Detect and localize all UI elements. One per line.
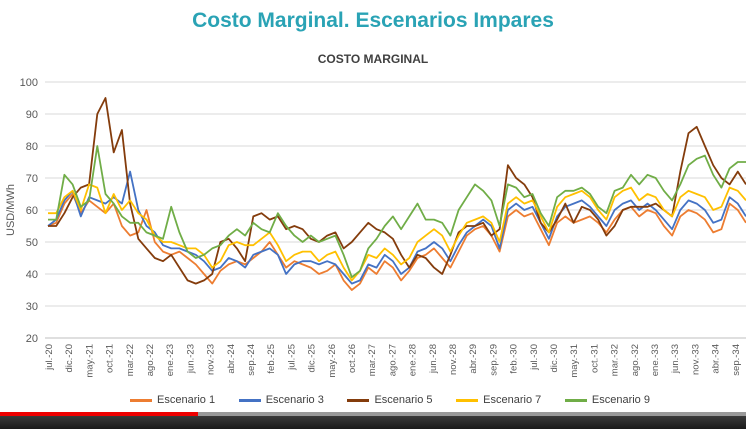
video-controls-bar: [0, 416, 746, 429]
chart-title: COSTO MARGINAL: [317, 52, 429, 66]
x-tick-label: abr.-29: [468, 344, 479, 374]
series-line-escenario-7: [48, 183, 746, 282]
x-tick-label: jun.-28: [428, 344, 439, 374]
legend-swatch: [456, 398, 479, 402]
x-tick-label: oct.-26: [347, 344, 358, 373]
y-tick-label: 50: [26, 237, 38, 249]
x-tick-label: may.-21: [84, 344, 95, 378]
x-tick-label: sep.-34: [731, 344, 742, 376]
legend-item-escenario-3: Escenario 3: [238, 394, 324, 406]
y-tick-label: 60: [26, 205, 38, 217]
legend-swatch: [238, 398, 261, 402]
series-line-escenario-9: [48, 145, 746, 279]
x-tick-label: nov.-23: [206, 344, 217, 375]
video-progress-fill[interactable]: [0, 412, 198, 416]
x-tick-label: nov.-33: [690, 344, 701, 375]
x-tick-label: may.-31: [569, 344, 580, 378]
y-tick-label: 20: [26, 333, 38, 345]
x-tick-label: ago.-22: [145, 344, 156, 376]
y-tick-label: 90: [26, 109, 38, 121]
legend-swatch: [130, 398, 152, 402]
legend-item-escenario-5: Escenario 5: [347, 394, 433, 406]
x-tick-label: mar.-32: [610, 344, 621, 376]
series-line-escenario-3: [47, 170, 746, 285]
x-tick-label: ene.-28: [408, 344, 419, 376]
y-tick-label: 40: [26, 269, 38, 281]
x-tick-label: ago.-32: [630, 344, 641, 376]
x-tick-label: mar.-27: [367, 344, 378, 376]
x-tick-label: oct.-21: [105, 344, 116, 373]
slide-title: Costo Marginal. Escenarios Impares: [192, 9, 554, 32]
x-tick-label: dic.-30: [549, 344, 560, 373]
video-progress-track[interactable]: [0, 412, 746, 416]
y-tick-label: 70: [26, 173, 38, 185]
x-tick-label: dic.-20: [64, 344, 75, 373]
x-tick-label: sep.-29: [488, 344, 499, 376]
y-tick-label: 80: [26, 141, 38, 153]
x-tick-label: oct.-31: [589, 344, 600, 373]
x-tick-label: may.-26: [327, 344, 338, 378]
x-tick-label: ago.-27: [387, 344, 398, 376]
x-tick-label: ene.-33: [650, 344, 661, 376]
legend-swatch: [347, 398, 370, 402]
legend-item-escenario-1: Escenario 1: [130, 394, 215, 406]
x-tick-label: mar.-22: [125, 344, 136, 376]
x-tick-label: ene.-23: [165, 344, 176, 376]
chart-legend: Escenario 1 Escenario 3 Escenario 5 Esce…: [130, 394, 650, 406]
legend-item-escenario-7: Escenario 7: [456, 394, 541, 406]
y-tick-label: 100: [20, 77, 38, 89]
x-tick-label: abr.-24: [226, 344, 237, 374]
x-tick-label: nov.-28: [448, 344, 459, 375]
x-tick-label: jun.-33: [670, 344, 681, 374]
x-tick-label: feb.-30: [509, 344, 520, 374]
x-tick-label: jul.-25: [286, 344, 297, 371]
legend-label: Escenario 3: [265, 394, 324, 406]
x-tick-label: sep.-24: [246, 344, 257, 376]
legend-item-escenario-9: Escenario 9: [564, 394, 650, 406]
legend-label: Escenario 1: [157, 394, 216, 406]
x-tick-label: jul.-30: [529, 344, 540, 371]
x-tick-label: abr.-34: [711, 344, 722, 374]
y-tick-label: 30: [26, 301, 38, 313]
x-tick-label: feb.-25: [266, 344, 277, 374]
line-chart: 20 30 40 50 60 70 80 90 100 USD/MWh jul.-20 dic.-20…: [5, 77, 746, 378]
legend-label: Escenario 9: [591, 394, 650, 406]
legend-swatch: [564, 398, 587, 402]
series-line-escenario-5: [48, 97, 746, 285]
x-tick-label: jun.-23: [185, 344, 196, 374]
y-axis-label: USD/MWh: [5, 184, 17, 236]
legend-label: Escenario 5: [374, 394, 433, 406]
legend-label: Escenario 7: [483, 394, 542, 406]
x-tick-label: jul.-20: [44, 344, 55, 371]
x-tick-label: dic.-25: [307, 344, 318, 373]
